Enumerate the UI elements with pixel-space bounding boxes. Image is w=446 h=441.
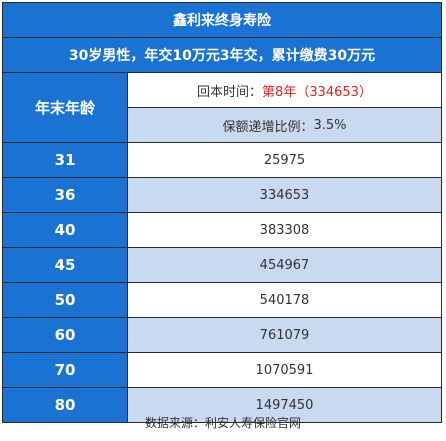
table-row: 60 761079 — [2, 318, 442, 353]
age-cell: 36 — [2, 178, 128, 212]
table-title: 鑫利来终身寿险 — [2, 3, 442, 37]
benefit-table: 鑫利来终身寿险 30岁男性，年交10万元3年交，累计缴费30万元 年末年龄 回本… — [2, 2, 442, 423]
growth-info: 保额递增比例： 3.5% — [128, 108, 441, 142]
payback-label: 回本时间： — [197, 84, 263, 100]
table-row: 50 540178 — [2, 283, 442, 318]
age-cell: 60 — [2, 318, 128, 352]
value-cell: 1497450 — [128, 388, 442, 422]
value-cell: 383308 — [128, 213, 442, 247]
growth-label: 保额递增比例： — [222, 119, 314, 135]
value-cell: 454967 — [128, 248, 442, 282]
title-row: 鑫利来终身寿险 — [2, 2, 442, 38]
payback-value: 第8年（334653） — [262, 84, 372, 100]
table-subtitle: 30岁男性，年交10万元3年交，累计缴费30万元 — [2, 38, 442, 72]
age-cell: 80 — [2, 388, 128, 422]
age-cell: 70 — [2, 353, 128, 387]
age-cell: 31 — [2, 143, 128, 177]
value-cell-highlight: 334653 — [128, 178, 442, 212]
table-row: 31 25975 — [2, 143, 442, 178]
table-row: 80 1497450 — [2, 388, 442, 423]
info-column: 回本时间： 第8年（334653） 保额递增比例： 3.5% — [128, 73, 442, 142]
age-cell: 45 — [2, 248, 128, 282]
age-column-header: 年末年龄 — [2, 73, 128, 142]
growth-value: 3.5% — [313, 117, 347, 133]
table-row: 36 334653 — [2, 178, 442, 213]
table-row: 45 454967 — [2, 248, 442, 283]
value-cell: 25975 — [128, 143, 442, 177]
payback-info: 回本时间： 第8年（334653） — [128, 73, 441, 108]
value-cell: 540178 — [128, 283, 442, 317]
subtitle-row: 30岁男性，年交10万元3年交，累计缴费30万元 — [2, 38, 442, 73]
value-cell: 1070591 — [128, 353, 442, 387]
data-source-note: 数据来源：利安人寿保险官网 — [144, 416, 301, 430]
table-row: 70 1070591 — [2, 353, 442, 388]
header-block: 年末年龄 回本时间： 第8年（334653） 保额递增比例： 3.5% — [2, 73, 442, 143]
age-cell: 40 — [2, 213, 128, 247]
table-row: 40 383308 — [2, 213, 442, 248]
value-cell: 761079 — [128, 318, 442, 352]
age-cell: 50 — [2, 283, 128, 317]
